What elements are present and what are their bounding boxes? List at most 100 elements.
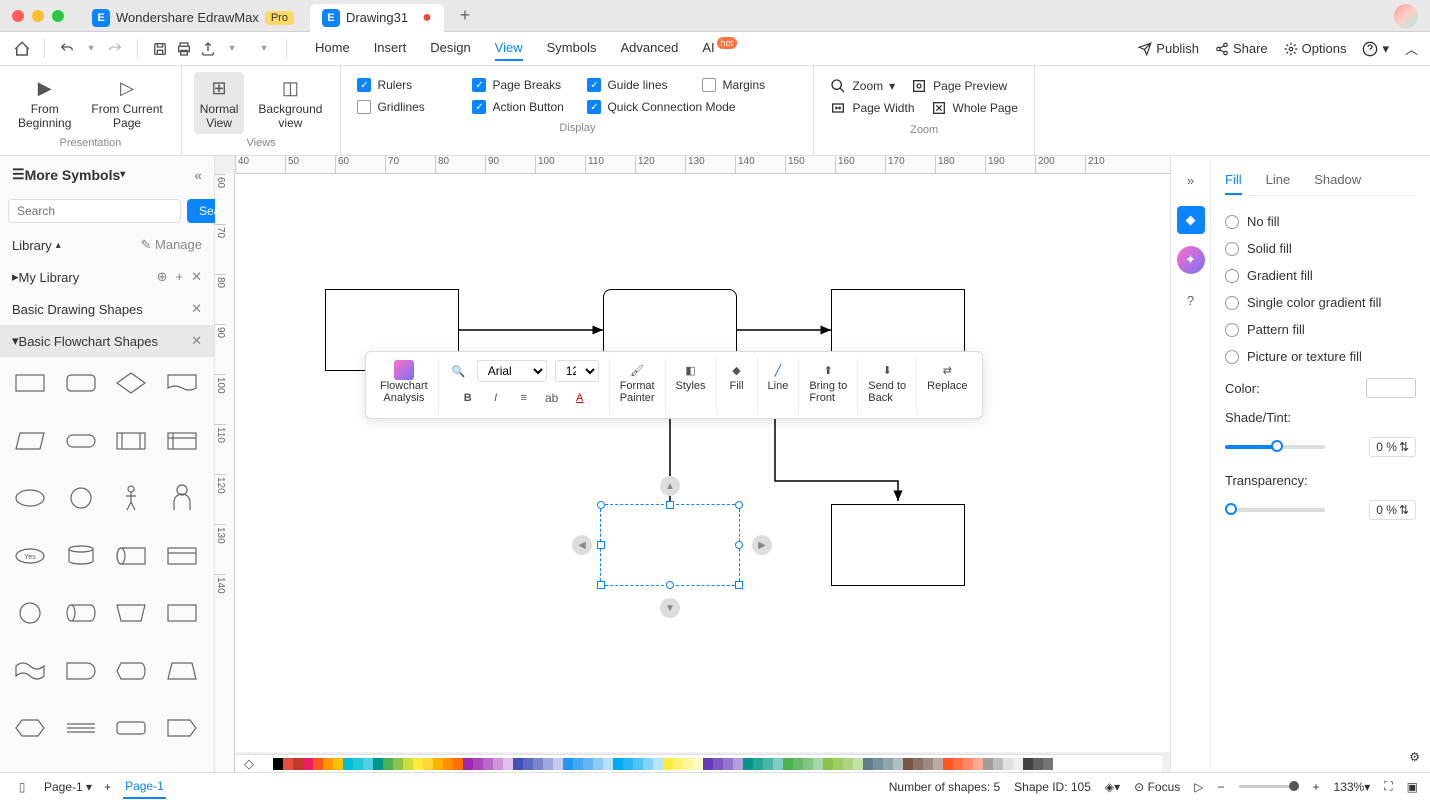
expand-panel-icon[interactable]: »: [1177, 166, 1205, 194]
shade-slider[interactable]: [1225, 445, 1325, 449]
palette-color[interactable]: [283, 758, 293, 770]
fit-page-icon[interactable]: ▣: [1407, 780, 1418, 794]
styles-button[interactable]: ◧Styles: [666, 356, 717, 414]
zoom-slider[interactable]: [1239, 785, 1299, 788]
quick-add-shape-button[interactable]: ▶: [752, 535, 772, 555]
shape-person[interactable]: [109, 480, 153, 516]
palette-color[interactable]: [843, 758, 853, 770]
close-window-button[interactable]: [12, 10, 24, 22]
menu-ai[interactable]: AIhot: [702, 36, 737, 61]
shape-line[interactable]: [59, 710, 103, 746]
palette-color[interactable]: [1033, 758, 1043, 770]
page-layout-icon[interactable]: ▯: [12, 777, 32, 797]
shape-database[interactable]: [109, 538, 153, 574]
close-icon[interactable]: ✕: [191, 301, 202, 317]
palette-color[interactable]: [1043, 758, 1053, 770]
transparency-slider[interactable]: [1225, 508, 1325, 512]
palette-color[interactable]: [893, 758, 903, 770]
palette-color[interactable]: [663, 758, 673, 770]
menu-design[interactable]: Design: [430, 36, 470, 61]
shape-rectangle[interactable]: [8, 365, 52, 401]
palette-color[interactable]: [953, 758, 963, 770]
shade-value-spinner[interactable]: 0 % ⇅: [1369, 437, 1416, 457]
publish-button[interactable]: Publish: [1138, 41, 1199, 56]
palette-color[interactable]: [1003, 758, 1013, 770]
ai-tab-icon[interactable]: ✦: [1177, 246, 1205, 274]
palette-color[interactable]: [373, 758, 383, 770]
palette-color[interactable]: [443, 758, 453, 770]
palette-color[interactable]: [533, 758, 543, 770]
replace-button[interactable]: ⇄Replace: [917, 356, 977, 414]
palette-color[interactable]: [393, 758, 403, 770]
fill-button[interactable]: ◆Fill: [717, 356, 758, 414]
palette-color[interactable]: [873, 758, 883, 770]
zoom-button[interactable]: Zoom▾: [830, 78, 895, 94]
home-icon[interactable]: [12, 39, 32, 59]
shape-internal-storage[interactable]: [160, 423, 204, 459]
palette-color[interactable]: [263, 758, 273, 770]
close-icon[interactable]: ✕: [191, 333, 202, 349]
export-dropdown-icon[interactable]: ▾: [222, 39, 242, 59]
palette-color[interactable]: [753, 758, 763, 770]
palette-color[interactable]: [643, 758, 653, 770]
picture-fill-radio[interactable]: Picture or texture fill: [1225, 343, 1416, 370]
palette-color[interactable]: [453, 758, 463, 770]
undo-dropdown-icon[interactable]: ▾: [81, 39, 101, 59]
palette-color[interactable]: [333, 758, 343, 770]
palette-color[interactable]: [913, 758, 923, 770]
palette-color[interactable]: [823, 758, 833, 770]
palette-color[interactable]: [653, 758, 663, 770]
palette-color[interactable]: [993, 758, 1003, 770]
align-icon[interactable]: ≡: [514, 388, 534, 408]
page-preview-button[interactable]: Page Preview: [911, 78, 1007, 94]
shape-document[interactable]: [160, 365, 204, 401]
single-gradient-radio[interactable]: Single color gradient fill: [1225, 289, 1416, 316]
app-title-tab[interactable]: E Wondershare EdrawMax Pro: [80, 4, 306, 32]
shape-connector[interactable]: [8, 595, 52, 631]
palette-color[interactable]: [883, 758, 893, 770]
shape-cylinder[interactable]: [59, 538, 103, 574]
shape-display[interactable]: [109, 653, 153, 689]
palette-color[interactable]: [383, 758, 393, 770]
shape-tape[interactable]: [8, 653, 52, 689]
font-size-select[interactable]: 12: [555, 360, 599, 382]
shape-predefined[interactable]: [109, 423, 153, 459]
palette-color[interactable]: [963, 758, 973, 770]
palette-color[interactable]: [713, 758, 723, 770]
dropdown-icon[interactable]: ☰: [12, 166, 25, 183]
from-current-page-button[interactable]: ▷From Current Page: [85, 72, 168, 134]
palette-color[interactable]: [693, 758, 703, 770]
guide-lines-checkbox[interactable]: ✓Guide lines: [587, 78, 682, 92]
shape-parallelogram[interactable]: [8, 423, 52, 459]
shape-circle[interactable]: [59, 480, 103, 516]
add-page-button[interactable]: +: [104, 780, 111, 794]
connector-arrow[interactable]: [737, 325, 841, 335]
basic-drawing-header[interactable]: Basic Drawing Shapes✕: [0, 293, 214, 325]
palette-color[interactable]: [863, 758, 873, 770]
quick-connection-checkbox[interactable]: ✓Quick Connection Mode: [587, 100, 747, 114]
palette-color[interactable]: [513, 758, 523, 770]
close-icon[interactable]: ✕: [191, 269, 202, 285]
palette-color[interactable]: [673, 758, 683, 770]
collapse-ribbon-icon[interactable]: ︿: [1405, 39, 1418, 58]
transparency-value-spinner[interactable]: 0 % ⇅: [1369, 500, 1416, 520]
shape-yes[interactable]: Yes: [8, 538, 52, 574]
shape-manual-op[interactable]: [109, 595, 153, 631]
palette-color[interactable]: [523, 758, 533, 770]
page-breaks-checkbox[interactable]: ✓Page Breaks: [472, 78, 567, 92]
palette-color[interactable]: [473, 758, 483, 770]
zoom-out-button[interactable]: −: [1217, 780, 1224, 794]
palette-color[interactable]: [793, 758, 803, 770]
palette-color[interactable]: [343, 758, 353, 770]
my-library-header[interactable]: ▸ My Library⊕+✕: [0, 261, 214, 293]
help-tab-icon[interactable]: ?: [1177, 286, 1205, 314]
palette-color[interactable]: [303, 758, 313, 770]
palette-color[interactable]: [683, 758, 693, 770]
page-dropdown[interactable]: Page-1 ▾: [44, 780, 92, 794]
palette-color[interactable]: [433, 758, 443, 770]
gridlines-checkbox[interactable]: Gridlines: [357, 100, 452, 114]
palette-color[interactable]: [593, 758, 603, 770]
palette-color[interactable]: [613, 758, 623, 770]
search-input[interactable]: [8, 199, 181, 223]
shape-trapezoid[interactable]: [160, 653, 204, 689]
